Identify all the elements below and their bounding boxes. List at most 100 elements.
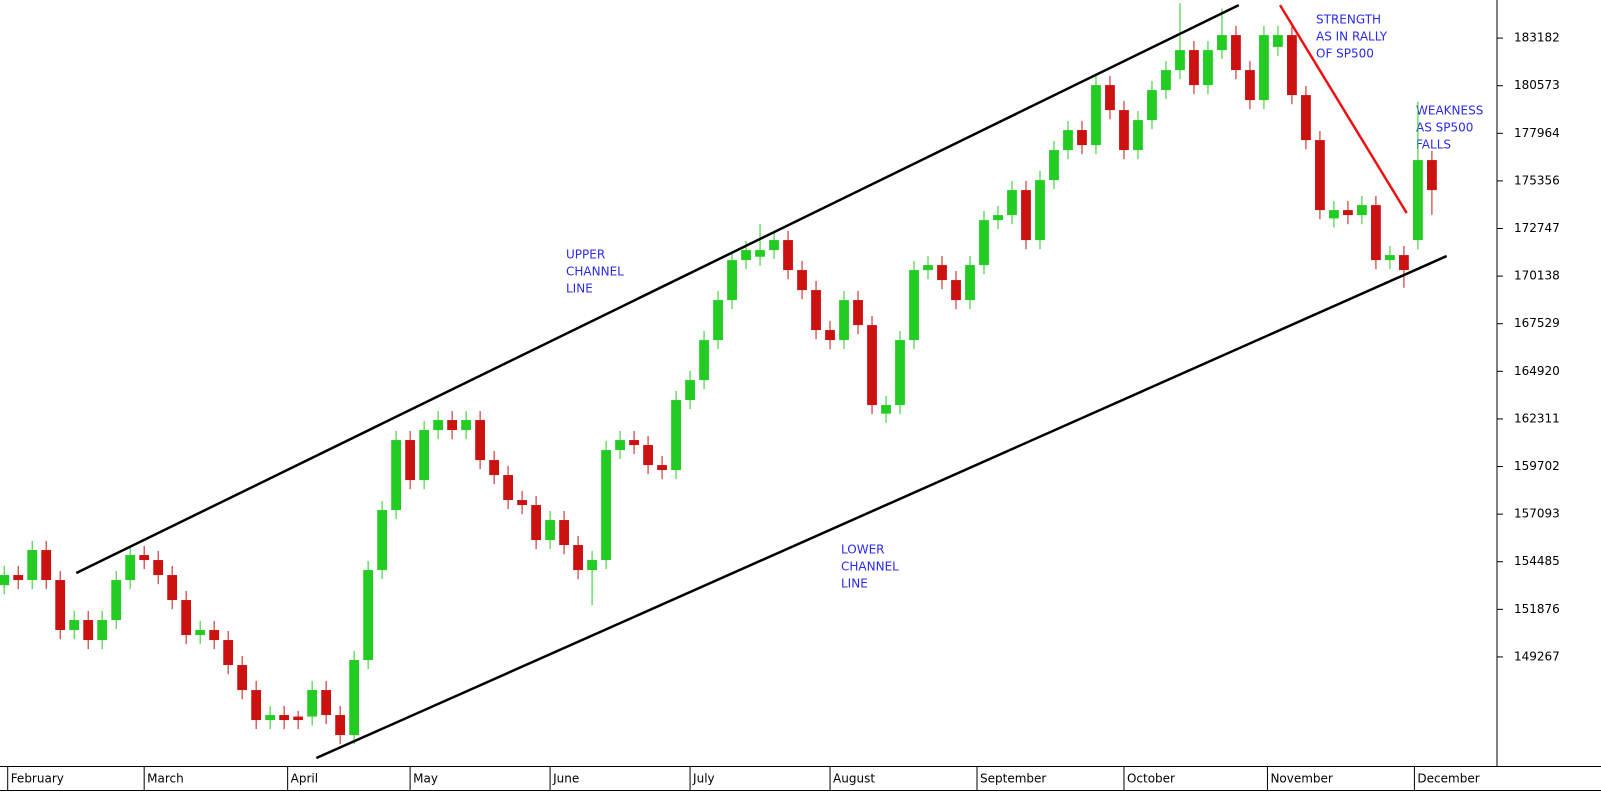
y-tick-label: 164920 [1514,364,1560,378]
candle-body [881,405,891,414]
candle-body [1301,95,1311,141]
y-tick-label: 154485 [1514,554,1560,568]
y-tick-label: 175356 [1514,173,1560,187]
candle-body [251,690,262,721]
candle-body [349,660,360,736]
candle-body [1119,110,1129,151]
candle-body [993,215,1003,221]
candle-body [321,690,332,716]
candle-body [685,380,695,401]
candle-body [1427,160,1437,191]
y-tick-label: 157093 [1514,507,1560,521]
candle-body [181,600,192,636]
y-tick-label: 162311 [1514,411,1560,425]
candle-body [1161,70,1171,91]
annotation: STRENGTH [1316,13,1381,27]
candle-body [629,440,639,446]
x-tick-label: February [11,772,64,786]
trend-line [315,254,1448,760]
candle-body [727,260,737,301]
candle-body [909,270,919,341]
candle-body [1147,90,1157,121]
candle-body [489,460,499,476]
annotation: UPPER [566,248,605,262]
trend-line [75,3,1240,575]
y-tick-label: 172747 [1514,221,1560,235]
y-tick-label: 167529 [1514,316,1560,330]
candle-body [461,420,472,431]
candle-body [755,250,765,257]
candle-body [573,545,583,571]
candle-body [867,325,877,406]
annotation: WEAKNESS [1416,104,1483,118]
candle-body [153,560,164,576]
x-tick-label: November [1270,772,1332,786]
annotation: LOWER [841,543,885,557]
candle-body [1343,210,1353,216]
candle-body [405,440,416,481]
y-tick-label: 159702 [1514,459,1560,473]
y-tick-label: 170138 [1514,269,1560,283]
candle-body [741,250,751,261]
y-tick-label: 177964 [1514,126,1560,140]
candle-body [671,400,681,471]
annotation: LINE [566,282,593,296]
candle-body [97,620,108,641]
candle-body [951,280,961,301]
candle-body [433,420,444,431]
candle-body [559,520,569,546]
candle-body [895,340,905,406]
candle-body [265,715,276,721]
candle-body [1091,85,1101,146]
candle-body [69,620,80,631]
x-tick-label: May [413,772,438,786]
annotation: FALLS [1416,138,1451,152]
candle-body [1413,160,1423,241]
candle-body [965,265,975,301]
candle-body [1231,35,1241,71]
candle-body [1049,150,1059,181]
candle-body [769,240,779,251]
candle-body [223,640,234,666]
candle-body [279,715,290,721]
annotation: AS IN RALLY [1316,30,1388,44]
candle-body [111,580,122,621]
candle-body [587,560,597,571]
candle-body [1035,180,1045,241]
candle-body [853,300,863,326]
candle-body [195,630,206,636]
candle-body [1357,205,1367,216]
candle-body [713,300,723,341]
candle-body [1273,35,1283,47]
candle-body [1175,50,1185,71]
candle-body [139,555,150,561]
candle-body [1063,130,1073,151]
annotations: UPPER CHANNEL LINE LOWER CHANNEL LINE ST… [566,13,1483,591]
candle-body [125,555,136,581]
candle-body [13,575,24,581]
candle-body [83,620,94,641]
candle-body [1007,190,1017,216]
x-tick-label: April [291,772,318,786]
candle-body [1315,140,1325,211]
candle-body [363,570,374,661]
candle-body [545,520,555,541]
candle-body [979,220,989,266]
x-tick-label: August [833,772,875,786]
candle-body [1287,35,1297,96]
candle-body [615,440,625,451]
candle-body [783,240,793,271]
annotation: AS SP500 [1416,121,1473,135]
y-tick-label: 180573 [1514,78,1560,92]
candle-body [293,716,304,721]
y-tick-label: 151876 [1514,602,1560,616]
candle-body [923,265,933,271]
annotation: LINE [841,577,868,591]
candle-body [237,665,248,691]
candle-body [811,290,821,331]
x-tick-label: September [980,772,1046,786]
candle-body [643,445,653,466]
candle-body [699,340,709,381]
candle-body [307,690,318,717]
